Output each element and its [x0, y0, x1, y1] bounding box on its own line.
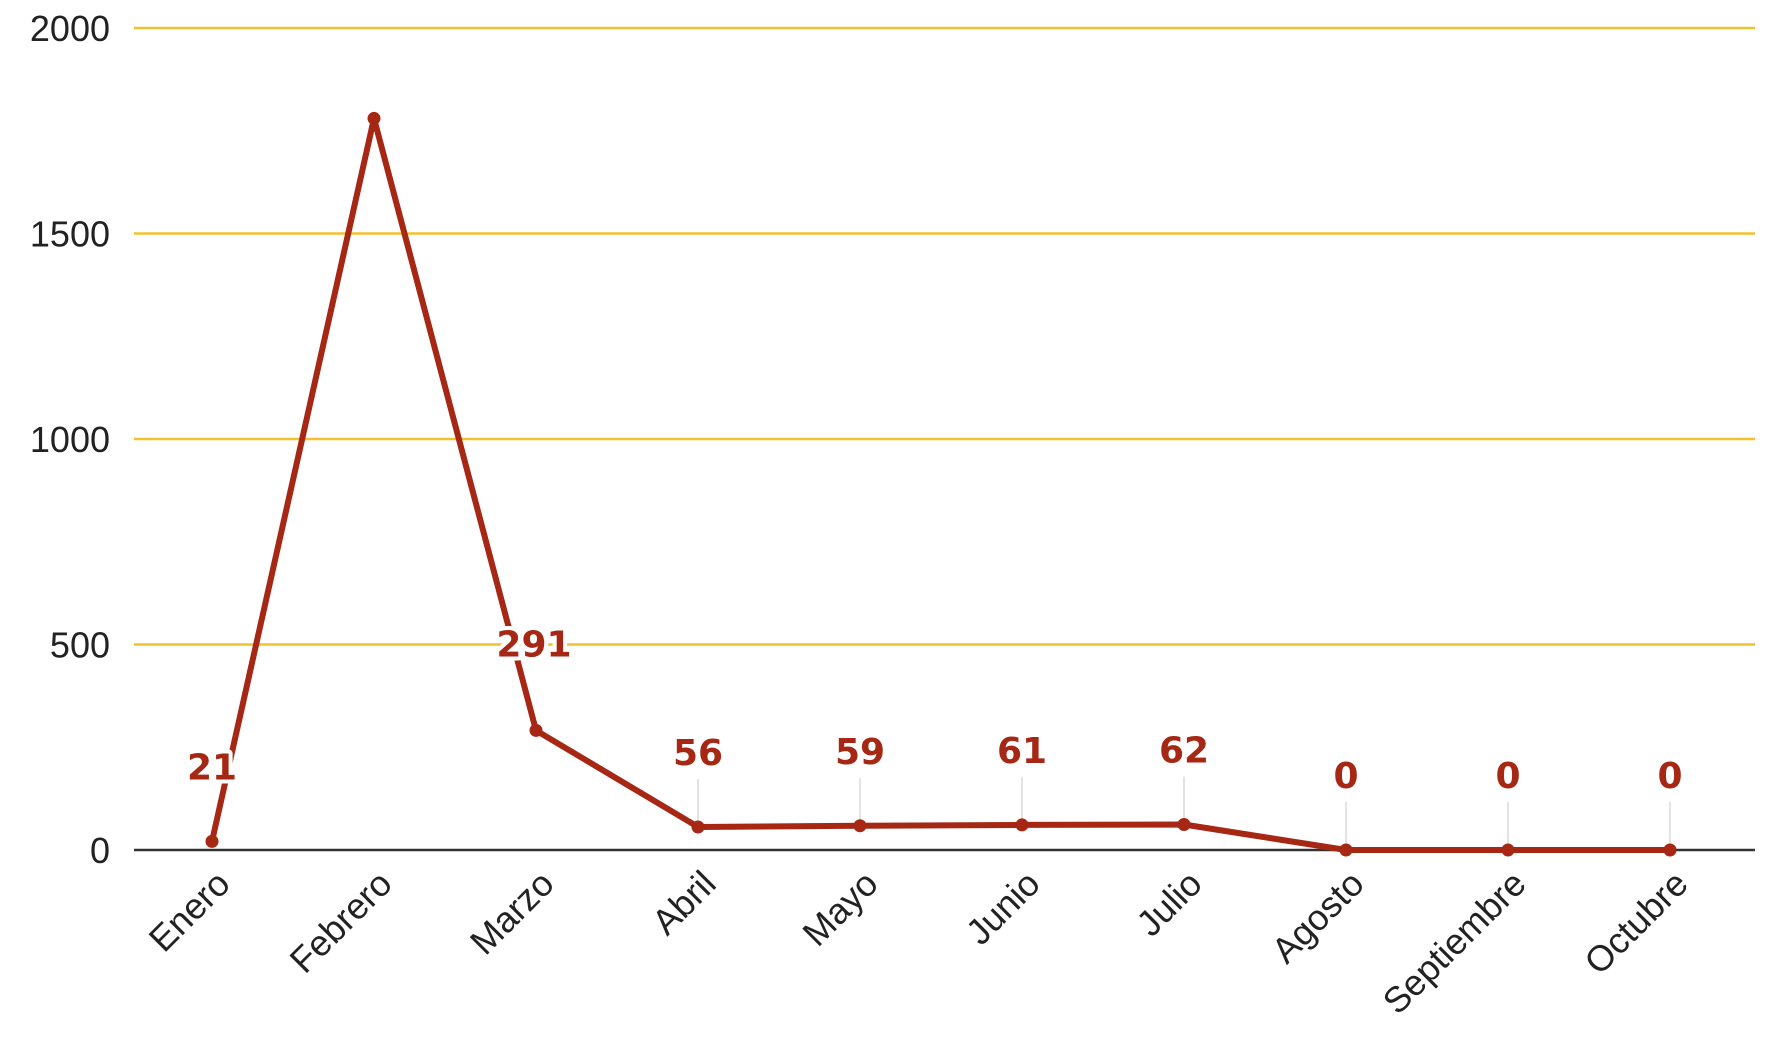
x-tick-label: Junio [958, 863, 1048, 953]
y-tick-label: 0 [90, 830, 110, 871]
x-tick-label: Julio [1128, 863, 1209, 944]
data-point [367, 111, 381, 125]
y-tick-label: 1000 [30, 419, 110, 460]
data-label: 0 [1657, 756, 1682, 797]
data-points [205, 111, 1677, 857]
x-tick-label: Marzo [462, 863, 562, 963]
data-label: 291 [496, 624, 571, 665]
gridlines [134, 26, 1755, 852]
data-label: 62 [1159, 731, 1209, 772]
data-label: 56 [673, 733, 723, 774]
data-point [1663, 843, 1677, 857]
x-tick-label: Septiembre [1374, 863, 1533, 1022]
data-point [1501, 843, 1515, 857]
y-tick-label: 500 [50, 625, 110, 666]
data-point [205, 834, 219, 848]
x-axis-ticks: Enero Febrero Marzo Abril Mayo Junio Julio Agos… [141, 863, 1696, 1022]
x-tick-label: Febrero [282, 863, 400, 981]
data-point [1015, 818, 1029, 832]
data-point [1177, 818, 1191, 832]
y-axis-ticks: 0 500 1000 1500 2000 [30, 8, 110, 871]
series-line-path [209, 115, 1673, 853]
data-label: 0 [1333, 756, 1358, 797]
y-tick-label: 1500 [30, 214, 110, 255]
label-leaders [697, 776, 1671, 844]
x-tick-label: Abril [644, 863, 724, 943]
x-tick-label: Octubre [1576, 863, 1696, 983]
data-labels: 21 291 56 59 61 62 0 0 0 [183, 620, 1687, 801]
x-tick-label: Enero [141, 863, 238, 960]
data-label: 0 [1495, 756, 1520, 797]
data-label: 21 [187, 747, 237, 788]
x-tick-label: Mayo [794, 863, 885, 954]
data-point [1339, 843, 1353, 857]
data-label: 61 [997, 731, 1047, 772]
y-tick-label: 2000 [30, 8, 110, 49]
data-label: 59 [835, 732, 885, 773]
x-tick-label: Agosto [1263, 863, 1371, 971]
data-point [691, 820, 705, 834]
data-point [529, 723, 543, 737]
series-line [209, 115, 1673, 853]
data-point [853, 819, 867, 833]
